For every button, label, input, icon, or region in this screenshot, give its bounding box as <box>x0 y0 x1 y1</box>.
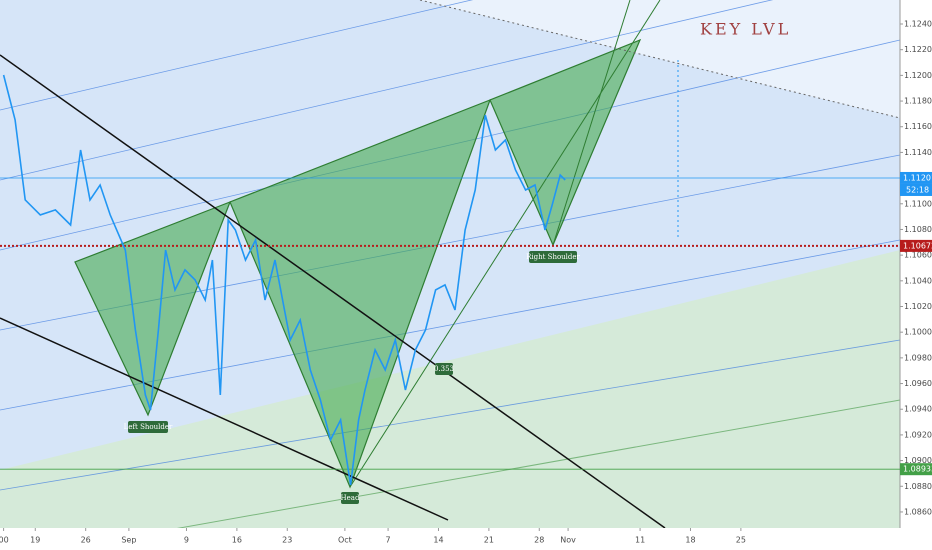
y-tick-label: 1.08800 <box>904 482 932 491</box>
x-tick-label: 11 <box>635 536 645 545</box>
price-line-series <box>2 74 566 486</box>
x-tick-label: 21 <box>484 536 494 545</box>
price-label-bg <box>900 463 932 476</box>
annotation: Left Shoulder <box>124 423 173 431</box>
upper-band <box>0 0 900 118</box>
x-tick-label: 18 <box>685 536 695 545</box>
annotation: KEY LVL <box>700 20 791 39</box>
harmonic-pattern <box>74 0 661 489</box>
x-tick-label: Oct <box>338 536 352 545</box>
y-tick-label: 1.12000 <box>904 71 932 80</box>
y-tick-label: 1.09800 <box>904 353 932 362</box>
annotation: Right Shoulder <box>526 253 580 261</box>
x-tick-label: Nov <box>560 536 576 545</box>
x-tick-label: 14 <box>433 536 443 545</box>
countdown: 52:18 <box>906 185 929 194</box>
annotation-bg <box>435 363 453 375</box>
x-tick-label: 26 <box>81 536 91 545</box>
y-tick-label: 1.12400 <box>904 20 932 29</box>
price-label: 1.11201 <box>903 173 932 182</box>
y-tick-label: 1.11000 <box>904 199 932 208</box>
x-tick-label: 16 <box>232 536 242 545</box>
y-tick-label: 1.11400 <box>904 148 932 157</box>
x-tick-label: 25 <box>736 536 746 545</box>
price-label: 1.10672 <box>903 241 932 250</box>
x-tick-label: 00 <box>0 536 9 545</box>
countdown-bg <box>900 183 932 196</box>
axis-bg <box>0 528 900 550</box>
y-tick-label: 1.10800 <box>904 225 932 234</box>
y-tick-label: 1.09000 <box>904 456 932 465</box>
trend-line <box>0 317 449 521</box>
y-tick-label: 1.11800 <box>904 97 932 106</box>
y-tick-label: 1.10600 <box>904 251 932 260</box>
y-tick-label: 1.10200 <box>904 302 932 311</box>
x-tick-label: 7 <box>386 536 391 545</box>
trend-line <box>0 54 666 529</box>
x-tick-label: 19 <box>30 536 40 545</box>
dotted-line <box>419 0 901 119</box>
y-tick-label: 1.09200 <box>904 430 932 439</box>
x-tick-label: 9 <box>184 536 189 545</box>
y-tick-label: 1.11600 <box>904 122 932 131</box>
x-tick-label: 28 <box>534 536 544 545</box>
annotation: 0.353 <box>434 365 454 373</box>
annotation: Head <box>341 494 360 502</box>
annotation-bg <box>341 492 359 504</box>
y-tick-label: 1.09400 <box>904 405 932 414</box>
annotation-bg <box>128 421 168 433</box>
price-label-bg <box>900 239 932 252</box>
lower-band <box>0 250 900 528</box>
x-tick-label: 23 <box>282 536 292 545</box>
axis-bg <box>900 0 932 550</box>
y-tick-label: 1.10400 <box>904 276 932 285</box>
price-label-bg <box>900 171 932 184</box>
price-label: 1.08933 <box>903 465 932 474</box>
x-tick-label: Sep <box>121 536 136 545</box>
y-tick-label: 1.10000 <box>904 328 932 337</box>
y-tick-label: 1.09600 <box>904 379 932 388</box>
annotation-bg <box>529 251 577 263</box>
y-tick-label: 1.12200 <box>904 45 932 54</box>
